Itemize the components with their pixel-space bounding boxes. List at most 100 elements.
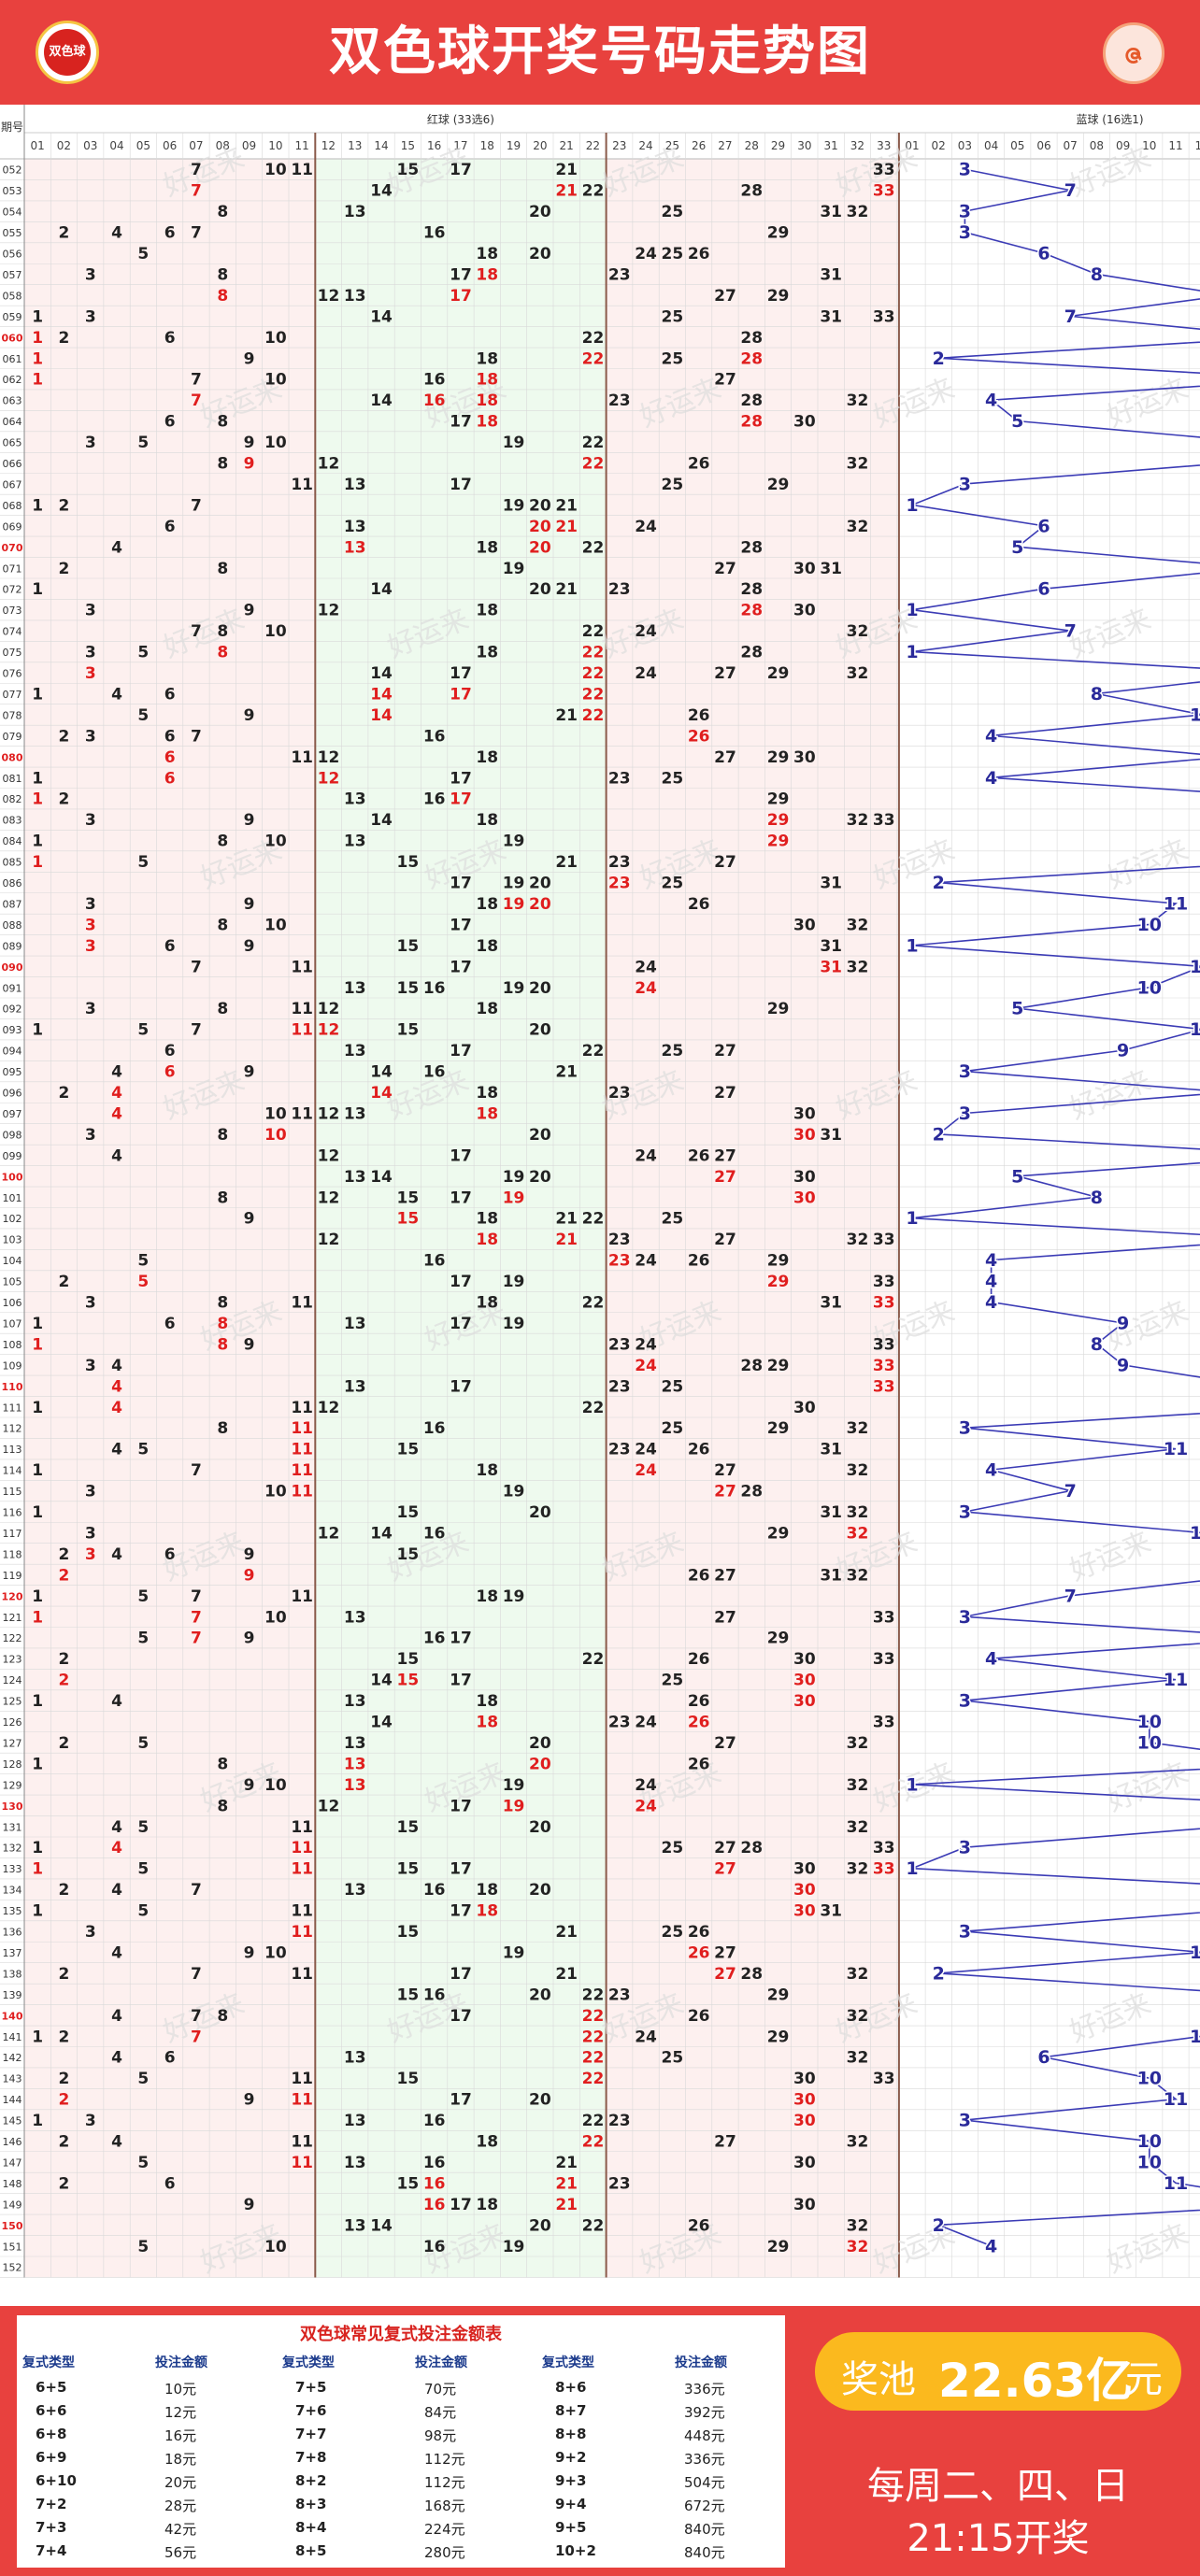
red-ball-number: 18	[476, 1881, 498, 1900]
blue-ball-number: 11	[1164, 1670, 1188, 1690]
red-ball-number: 25	[662, 1210, 684, 1229]
red-ball-number: 11	[291, 1965, 313, 1984]
issue-number: 091	[3, 982, 22, 994]
red-ball-number: 3	[85, 602, 96, 620]
red-ball-number: 1	[32, 1399, 43, 1417]
red-ball-number: 21	[555, 580, 578, 599]
issue-number: 126	[3, 1716, 22, 1729]
red-ball-number: 22	[582, 2028, 605, 2046]
issue-number: 128	[3, 1758, 22, 1771]
footer-panel: 双色球常见复式投注金额表 复式类型 投注金额 6+5 10元 6+6 12元 6+8 16元 6…	[0, 2306, 1200, 2576]
issue-number: 054	[3, 206, 22, 219]
prize-amount: 392元	[684, 2404, 725, 2421]
red-ball-number: 33	[873, 1714, 895, 1732]
red-ball-number: 13	[344, 1104, 366, 1123]
luck-swirl-icon[interactable]: ဇ	[1103, 22, 1164, 84]
red-ball-number: 6	[164, 937, 176, 956]
red-column-label: 16	[427, 139, 441, 152]
red-ball-number: 22	[582, 664, 605, 683]
red-ball-number: 30	[793, 1126, 816, 1145]
red-ball-number: 26	[688, 2007, 710, 2026]
red-ball-number: 23	[608, 1441, 631, 1459]
issue-number: 136	[3, 1927, 22, 1939]
red-ball-number: 22	[582, 1210, 605, 1229]
blue-ball-number: 4	[985, 726, 997, 747]
red-ball-number: 26	[688, 455, 710, 474]
red-ball-number: 29	[767, 2028, 790, 2046]
red-ball-number: 30	[793, 916, 816, 934]
red-ball-number: 29	[767, 1252, 790, 1271]
issue-number: 063	[3, 395, 22, 407]
blue-ball-number: 4	[985, 391, 997, 411]
red-ball-number: 32	[847, 455, 869, 474]
red-ball-number: 4	[111, 1943, 122, 1962]
red-ball-number: 12	[318, 602, 340, 620]
red-column-label: 11	[295, 139, 309, 152]
red-ball-number: 7	[191, 1881, 202, 1900]
red-ball-number: 8	[217, 1126, 228, 1145]
issue-number: 102	[3, 1213, 22, 1225]
red-ball-number: 23	[608, 875, 631, 893]
red-ball-number: 1	[32, 307, 43, 326]
red-ball-number: 9	[244, 1545, 255, 1564]
blue-ball-number: 4	[985, 1292, 997, 1313]
red-ball-number: 8	[217, 833, 228, 851]
red-ball-number: 14	[370, 391, 393, 410]
red-ball-number: 12	[318, 1000, 340, 1018]
red-ball-number: 9	[244, 1943, 255, 1962]
red-ball-number: 8	[217, 1188, 228, 1207]
red-ball-number: 21	[555, 1231, 578, 1249]
red-ball-number: 28	[740, 580, 763, 599]
red-ball-number: 28	[740, 1357, 763, 1375]
red-ball-number: 5	[137, 434, 149, 452]
red-ball-number: 5	[137, 853, 149, 872]
red-ball-number: 2	[59, 790, 70, 809]
issue-number: 139	[3, 1989, 22, 2001]
red-ball-number: 20	[529, 1818, 551, 1837]
blue-ball-number: 10	[1137, 2152, 1162, 2172]
red-ball-number: 7	[191, 958, 202, 976]
red-ball-number: 6	[164, 1063, 176, 1082]
blue-ball-number: 10	[1137, 1732, 1162, 1753]
red-ball-number: 28	[740, 413, 763, 432]
page-title: 双色球开奖号码走势图	[329, 21, 871, 82]
red-ball-number: 23	[608, 580, 631, 599]
red-ball-number: 7	[191, 391, 202, 410]
red-ball-number: 20	[529, 538, 551, 557]
red-ball-number: 32	[847, 2049, 869, 2068]
issue-number: 124	[3, 1674, 22, 1686]
issue-number: 080	[2, 751, 23, 763]
red-ball-number: 18	[476, 2196, 498, 2214]
red-ball-number: 25	[662, 307, 684, 326]
prize-amount: 12元	[164, 2404, 197, 2421]
red-ball-number: 28	[740, 602, 763, 620]
red-ball-number: 1	[32, 1902, 43, 1921]
red-ball-number: 33	[873, 1377, 895, 1396]
blue-trend-line	[909, 168, 1200, 2247]
red-ball-number: 30	[793, 1168, 816, 1187]
prize-amount-header: 投注金额	[415, 2355, 467, 2370]
red-ball-number: 27	[714, 1839, 736, 1857]
red-ball-number: 4	[111, 1881, 122, 1900]
red-ball-number: 1	[32, 685, 43, 704]
red-ball-number: 2	[59, 1734, 70, 1753]
red-column-label: 12	[321, 139, 336, 152]
prize-amount: 168元	[424, 2498, 465, 2514]
red-ball-number: 6	[164, 2174, 176, 2193]
issue-number: 133	[3, 1863, 22, 1875]
red-ball-number: 32	[847, 811, 869, 830]
red-ball-number: 29	[767, 1419, 790, 1438]
issue-number: 143	[3, 2073, 22, 2085]
red-ball-number: 32	[847, 622, 869, 641]
red-ball-number: 3	[85, 895, 96, 914]
red-ball-number: 21	[555, 518, 578, 536]
red-ball-number: 18	[476, 1461, 498, 1480]
red-column-label: 26	[692, 139, 706, 152]
red-ball-number: 23	[608, 1377, 631, 1396]
issue-number: 075	[3, 647, 22, 659]
red-ball-number: 30	[793, 2112, 816, 2130]
issue-number: 150	[2, 2220, 23, 2232]
red-ball-number: 24	[635, 1797, 657, 1815]
red-ball-number: 2	[59, 1965, 70, 1984]
red-ball-number: 9	[244, 895, 255, 914]
